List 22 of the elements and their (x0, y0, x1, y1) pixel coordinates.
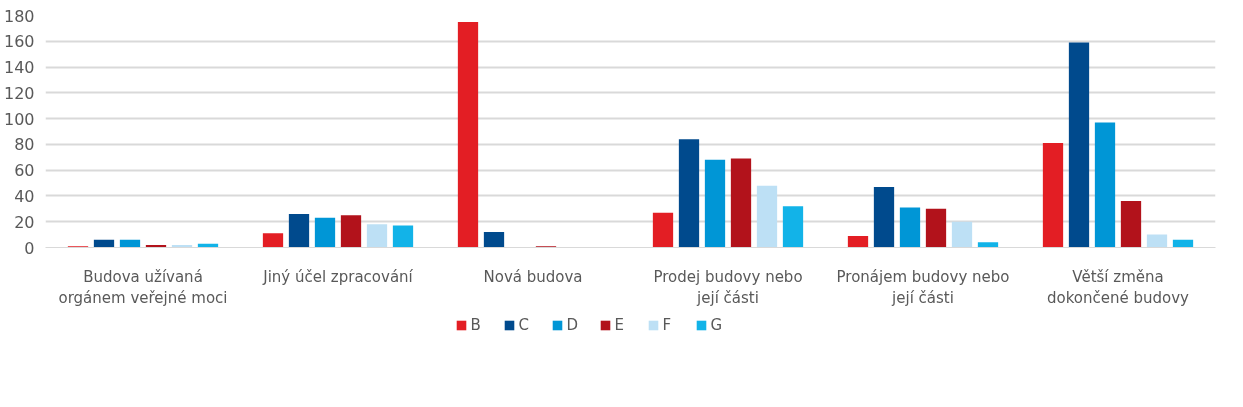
x-tick-label: Pronájem budovy nebo její části (836, 267, 1010, 308)
legend-label: B (470, 316, 482, 334)
legend-label: C (518, 316, 530, 334)
x-tick-label: Prodej budovy nebo její části (653, 267, 803, 308)
legend-label: G (710, 316, 724, 334)
y-tick-label: 180 (3, 6, 35, 26)
x-tick-label: Nová budova (483, 267, 583, 286)
x-tick-label: Jiný účel zpracování (262, 267, 414, 286)
legend-label: D (566, 316, 580, 334)
y-tick-label: 140 (3, 58, 35, 78)
legend-label: E (614, 316, 625, 334)
x-tick-label: Větší změna dokončené budovy (1047, 267, 1190, 308)
y-tick-label: 40 (14, 186, 35, 206)
x-tick-label: Budova užívaná orgánem veřejné moci (58, 267, 228, 308)
y-tick-label: 0 (24, 238, 35, 258)
y-tick-label: 80 (14, 135, 35, 155)
legend-label: F (662, 316, 673, 334)
y-tick-label: 100 (3, 109, 35, 129)
y-tick-label: 120 (3, 83, 35, 103)
y-tick-label: 160 (3, 32, 35, 52)
y-tick-label: 20 (14, 212, 35, 232)
y-tick-label: 60 (14, 161, 35, 181)
